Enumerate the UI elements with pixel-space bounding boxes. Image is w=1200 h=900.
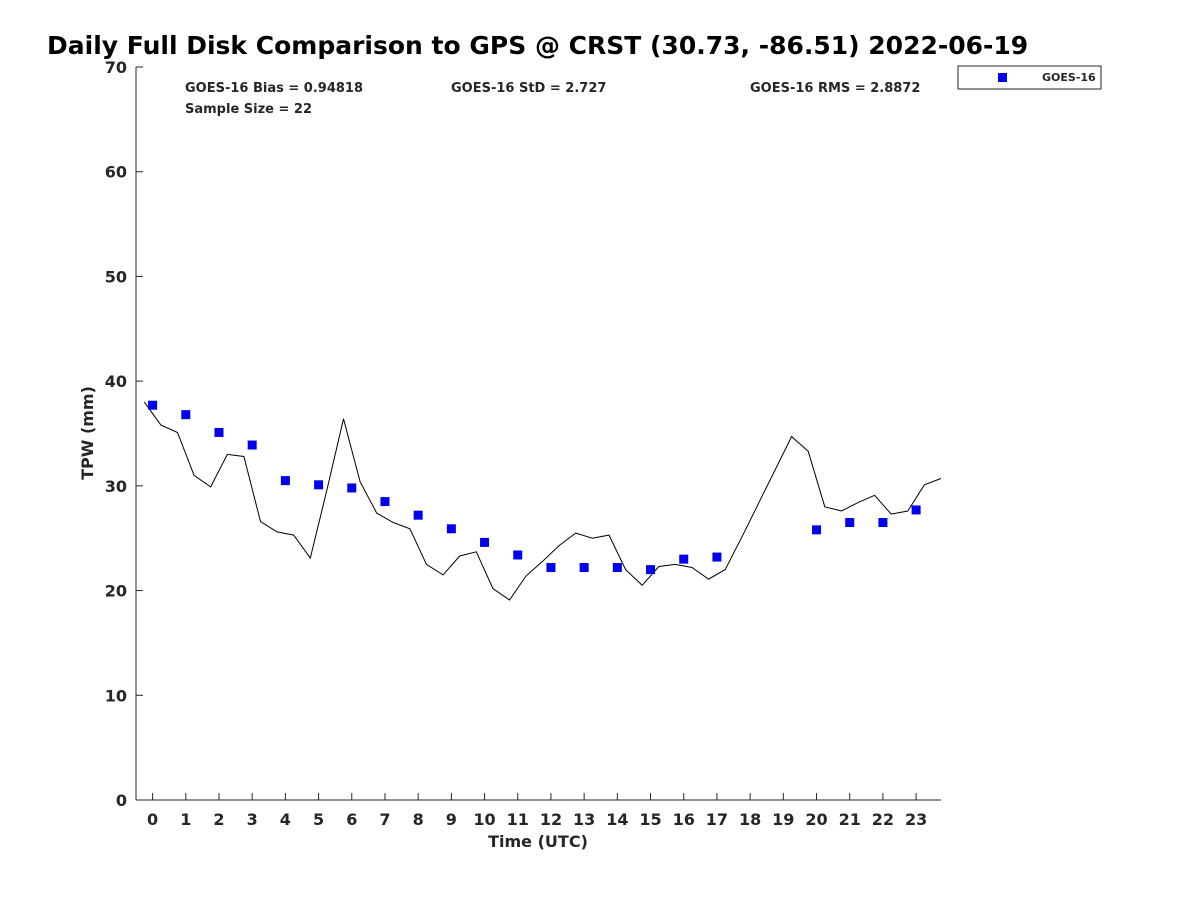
x-tick-label: 7 xyxy=(379,810,390,829)
goes16-point xyxy=(911,505,921,515)
stat-std: GOES-16 StD = 2.727 xyxy=(451,81,606,96)
goes16-point xyxy=(878,518,888,528)
goes16-point xyxy=(579,563,589,573)
goes16-point xyxy=(247,440,257,450)
goes16-point xyxy=(413,510,423,520)
stat-rms: GOES-16 RMS = 2.8872 xyxy=(750,81,920,96)
goes16-point xyxy=(446,524,456,534)
goes16-point xyxy=(612,563,622,573)
goes16-point xyxy=(480,537,490,547)
x-tick-label: 21 xyxy=(839,810,861,829)
x-tick-label: 23 xyxy=(905,810,927,829)
x-tick-label: 20 xyxy=(805,810,827,829)
y-tick-label: 30 xyxy=(105,477,127,496)
x-tick-label: 2 xyxy=(213,810,224,829)
goes16-point xyxy=(280,476,290,486)
y-tick-label: 20 xyxy=(105,582,127,601)
gps-line xyxy=(143,401,942,601)
gps-series xyxy=(143,401,942,601)
x-tick-label: 3 xyxy=(247,810,258,829)
stat-bias: GOES-16 Bias = 0.94818 xyxy=(185,81,363,96)
y-tick-label: 60 xyxy=(105,163,127,182)
y-tick-label: 10 xyxy=(105,686,127,705)
x-tick-label: 13 xyxy=(573,810,595,829)
goes16-point xyxy=(646,565,656,575)
legend: GOES-16 xyxy=(957,65,1102,90)
x-tick-label: 15 xyxy=(639,810,661,829)
x-tick-label: 0 xyxy=(147,810,158,829)
x-tick-label: 4 xyxy=(280,810,291,829)
legend-box xyxy=(957,65,1102,90)
x-axis-ticks: 0 1 2 3 4 5 6 7 8 9 10 11 12 13 14 15 16 17 18 19 20 21 22 23 xyxy=(147,793,927,829)
goes16-point xyxy=(845,518,855,528)
x-tick-label: 5 xyxy=(313,810,324,829)
x-tick-label: 12 xyxy=(540,810,562,829)
goes16-point xyxy=(679,554,689,564)
x-tick-label: 8 xyxy=(413,810,424,829)
stat-sample-size: Sample Size = 22 xyxy=(185,102,312,117)
goes16-point xyxy=(513,550,523,560)
x-tick-label: 18 xyxy=(739,810,761,829)
legend-marker-goes16 xyxy=(998,73,1007,82)
y-tick-label: 70 xyxy=(105,58,127,77)
y-axis-ticks: 0 10 20 30 40 50 60 70 xyxy=(105,58,143,810)
goes16-point xyxy=(546,563,556,573)
y-tick-label: 40 xyxy=(105,372,127,391)
x-tick-label: 22 xyxy=(872,810,894,829)
goes16-point xyxy=(181,410,191,420)
plot-area xyxy=(136,67,941,800)
goes16-series xyxy=(148,400,921,575)
goes16-point xyxy=(148,400,158,410)
goes16-point xyxy=(214,427,224,437)
x-tick-label: 19 xyxy=(772,810,794,829)
x-tick-label: 14 xyxy=(606,810,628,829)
goes16-point xyxy=(347,483,357,493)
y-tick-label: 50 xyxy=(105,267,127,286)
x-tick-label: 10 xyxy=(473,810,495,829)
x-tick-label: 9 xyxy=(446,810,457,829)
x-tick-label: 6 xyxy=(346,810,357,829)
goes16-point xyxy=(380,497,390,507)
goes16-point xyxy=(712,552,722,562)
goes16-point xyxy=(314,480,324,490)
x-tick-label: 11 xyxy=(507,810,529,829)
x-tick-label: 1 xyxy=(180,810,191,829)
goes16-point xyxy=(812,525,822,535)
y-tick-label: 0 xyxy=(116,791,127,810)
x-tick-label: 17 xyxy=(706,810,728,829)
x-tick-label: 16 xyxy=(673,810,695,829)
legend-label-goes16: GOES-16 xyxy=(1042,71,1096,84)
chart-title: Daily Full Disk Comparison to GPS @ CRST… xyxy=(47,31,1028,60)
x-axis-label: Time (UTC) xyxy=(488,832,588,851)
y-axis-label: TPW (mm) xyxy=(78,386,97,480)
